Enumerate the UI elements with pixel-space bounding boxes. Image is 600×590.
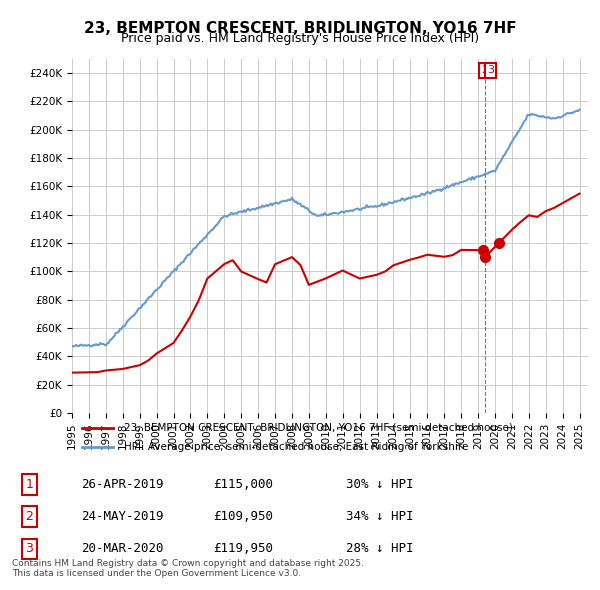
Text: £119,950: £119,950 — [214, 542, 274, 555]
Text: Price paid vs. HM Land Registry's House Price Index (HPI): Price paid vs. HM Land Registry's House … — [121, 32, 479, 45]
Text: 20-MAR-2020: 20-MAR-2020 — [81, 542, 164, 555]
Text: 3: 3 — [25, 542, 33, 555]
Text: 2: 2 — [481, 65, 488, 76]
Text: 23, BEMPTON CRESCENT, BRIDLINGTON, YO16 7HF: 23, BEMPTON CRESCENT, BRIDLINGTON, YO16 … — [83, 21, 517, 35]
Text: 28% ↓ HPI: 28% ↓ HPI — [346, 542, 413, 555]
Text: 3: 3 — [487, 65, 494, 76]
Text: 24-MAY-2019: 24-MAY-2019 — [81, 510, 164, 523]
Text: Contains HM Land Registry data © Crown copyright and database right 2025.
This d: Contains HM Land Registry data © Crown c… — [12, 559, 364, 578]
Text: HPI: Average price, semi-detached house, East Riding of Yorkshire: HPI: Average price, semi-detached house,… — [124, 442, 468, 452]
Text: 26-APR-2019: 26-APR-2019 — [81, 478, 164, 491]
Text: 34% ↓ HPI: 34% ↓ HPI — [346, 510, 413, 523]
Text: 30% ↓ HPI: 30% ↓ HPI — [346, 478, 413, 491]
Text: £115,000: £115,000 — [214, 478, 274, 491]
Text: £109,950: £109,950 — [214, 510, 274, 523]
Text: 23, BEMPTON CRESCENT, BRIDLINGTON, YO16 7HF (semi-detached house): 23, BEMPTON CRESCENT, BRIDLINGTON, YO16 … — [124, 422, 512, 432]
Text: 2: 2 — [25, 510, 33, 523]
Text: 1: 1 — [25, 478, 33, 491]
